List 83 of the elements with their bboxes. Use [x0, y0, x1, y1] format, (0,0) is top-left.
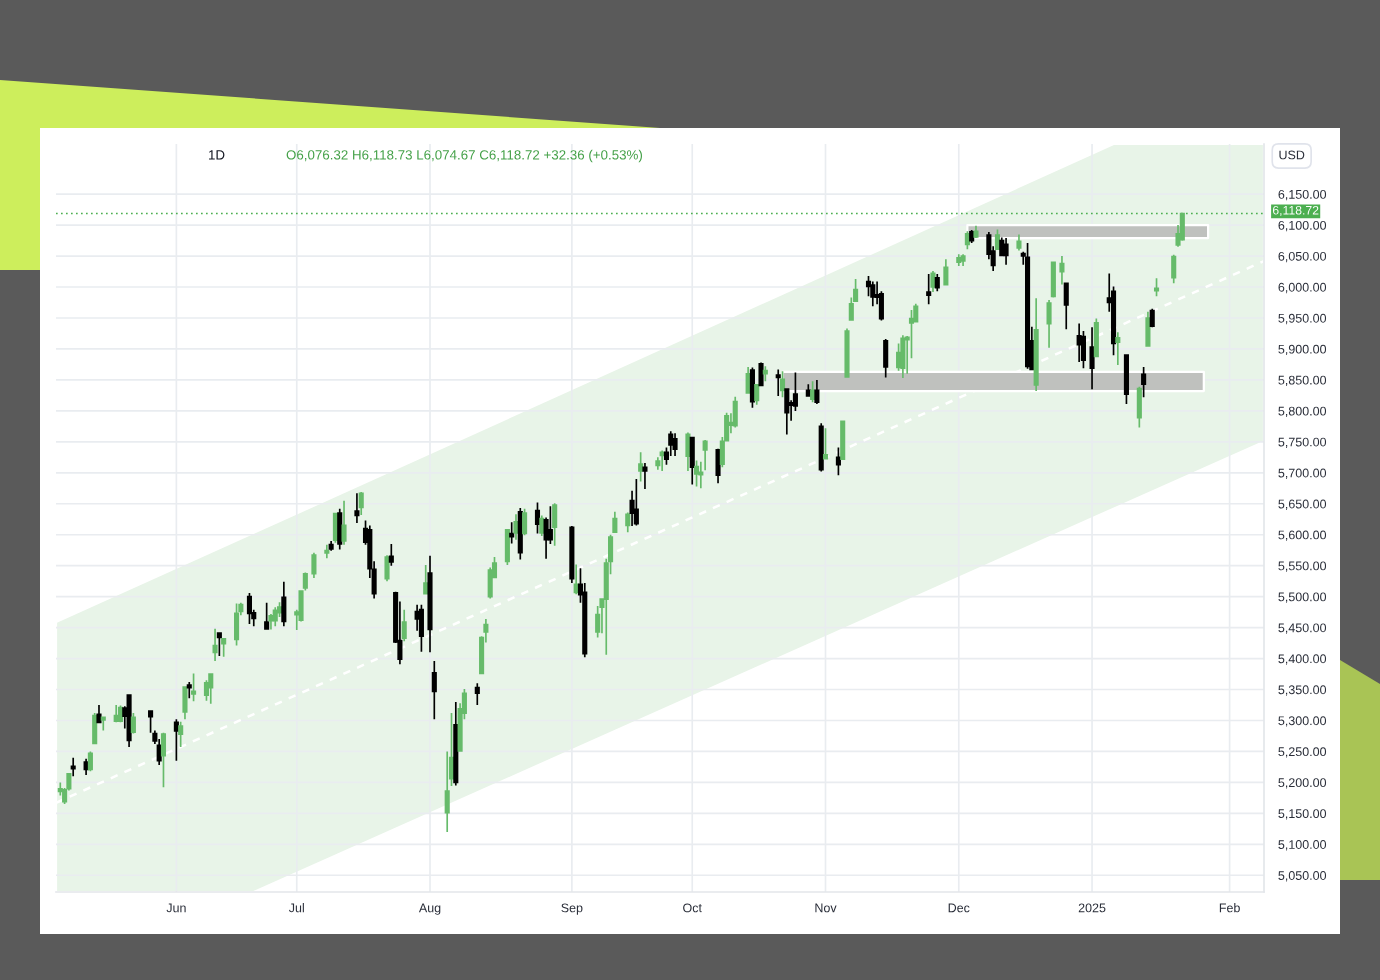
candlestick — [1089, 326, 1095, 391]
candlestick — [1003, 237, 1009, 266]
candlestick — [87, 750, 93, 773]
candlestick — [1046, 299, 1052, 349]
candlestick — [973, 224, 979, 239]
candlestick — [883, 338, 889, 379]
candlestick — [388, 543, 394, 567]
candlestick — [668, 430, 674, 457]
candlestick — [208, 672, 214, 705]
candlestick — [401, 608, 407, 643]
candlestick — [956, 253, 962, 267]
candlestick — [341, 499, 347, 546]
candlestick — [1076, 322, 1082, 363]
candlestick — [517, 507, 523, 561]
candlestick — [732, 395, 738, 429]
candlestick — [930, 270, 936, 293]
candlestick — [1179, 212, 1185, 242]
candlestick — [685, 431, 691, 472]
candlestick — [1123, 353, 1129, 405]
candlestick — [960, 253, 966, 267]
candlestick — [156, 738, 162, 766]
candlestick — [818, 422, 824, 473]
candlestick — [397, 600, 403, 665]
candlestick — [92, 712, 98, 745]
candlestick — [672, 432, 678, 457]
candlestick — [1025, 242, 1031, 370]
candlestick — [427, 554, 433, 654]
candlestick — [423, 564, 429, 595]
candlestick — [281, 580, 287, 628]
candlestick — [178, 720, 184, 748]
candlestick — [1033, 297, 1039, 392]
candlestick — [943, 258, 949, 286]
candlestick — [870, 280, 876, 308]
candlestick — [900, 334, 906, 379]
candlestick — [659, 449, 665, 472]
candlestick — [1063, 281, 1069, 330]
candlestick — [1145, 310, 1151, 347]
candlestick — [573, 563, 579, 595]
candlestick — [814, 379, 820, 405]
candlestick — [1093, 317, 1099, 358]
candlestick — [569, 525, 575, 584]
candlestick — [522, 507, 528, 537]
candlestick — [552, 502, 558, 547]
candlestick — [509, 521, 515, 545]
candlestick — [1149, 307, 1155, 329]
candlestick — [775, 368, 781, 397]
candlestick — [57, 781, 63, 797]
candlestick — [324, 543, 330, 560]
candlestick — [384, 554, 390, 582]
candlestick — [186, 681, 192, 700]
candlestick — [595, 605, 601, 639]
candlestick — [1171, 254, 1177, 285]
candlestick — [272, 606, 278, 628]
candlestick — [474, 682, 480, 706]
candlestick — [130, 712, 136, 735]
candlestick — [70, 756, 76, 778]
candlestick — [126, 693, 132, 748]
candlestick — [754, 383, 760, 406]
candlestick — [354, 492, 360, 524]
candlestick — [1136, 385, 1142, 429]
candlestick — [337, 507, 343, 551]
candlestick — [625, 511, 631, 534]
candlestick — [715, 447, 721, 485]
candlestick — [100, 715, 106, 732]
candlestick — [844, 327, 850, 378]
candlestick — [539, 514, 545, 537]
candlestick — [358, 491, 364, 516]
candlestick — [689, 436, 695, 486]
candlestick — [96, 704, 102, 724]
candlestick — [212, 628, 218, 662]
candlestick — [934, 273, 940, 293]
candlestick — [1016, 233, 1022, 252]
candlestick — [840, 419, 846, 461]
candlestick — [268, 613, 274, 631]
candlestick — [762, 365, 768, 382]
candlestick — [926, 273, 932, 306]
candlestick — [453, 701, 459, 787]
candlestick — [234, 602, 240, 647]
candlestick — [655, 456, 661, 471]
candlestick — [642, 462, 648, 490]
candlestick — [431, 660, 437, 721]
candlestick — [784, 388, 790, 436]
candlestick — [1115, 331, 1121, 366]
